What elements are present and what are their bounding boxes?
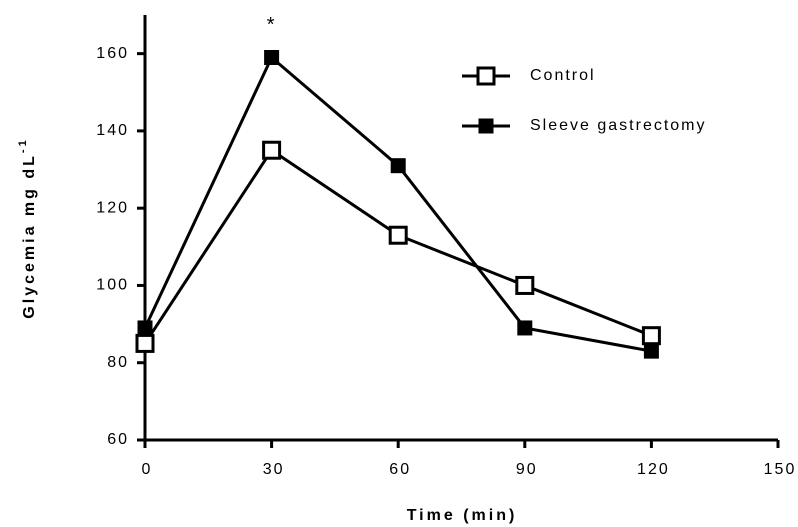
y-tick-label: 140 <box>96 122 129 139</box>
annotation: * <box>267 14 277 36</box>
data-point <box>137 320 153 336</box>
y-axis-title: Glycemia mg dL-1 <box>17 137 38 318</box>
legend-marker <box>478 118 494 134</box>
y-axis-title-main: Glycemia mg dL <box>21 153 38 319</box>
y-tick-label: 160 <box>96 45 129 62</box>
x-tick-label: 0 <box>142 461 153 478</box>
legend-marker <box>476 66 496 86</box>
data-point <box>390 158 406 174</box>
y-axis-title-group: Glycemia mg dL-1 <box>17 137 38 318</box>
x-tick-label: 90 <box>516 461 538 478</box>
data-point <box>264 50 280 65</box>
data-point <box>517 320 533 336</box>
data-point <box>388 225 408 245</box>
y-tick-label: 100 <box>96 277 129 294</box>
x-axis-title: Time (min) <box>407 507 518 524</box>
series-line <box>143 148 652 345</box>
data-point <box>641 326 661 346</box>
data-point <box>262 140 282 160</box>
x-tick-label: 120 <box>637 461 670 478</box>
legend-label: Control <box>530 67 596 84</box>
y-tick-label: 80 <box>107 354 129 371</box>
y-axis-title-superscript: -1 <box>17 137 29 153</box>
y-tick-label: 60 <box>107 431 129 448</box>
data-point <box>135 333 155 353</box>
x-tick-label: 150 <box>764 461 797 478</box>
x-tick-label: 30 <box>263 461 285 478</box>
legend-label: Sleeve gastrectomy <box>530 117 707 134</box>
data-point <box>515 275 535 295</box>
y-tick-label: 120 <box>96 199 129 216</box>
data-point <box>643 343 659 359</box>
x-tick-label: 60 <box>389 461 411 478</box>
